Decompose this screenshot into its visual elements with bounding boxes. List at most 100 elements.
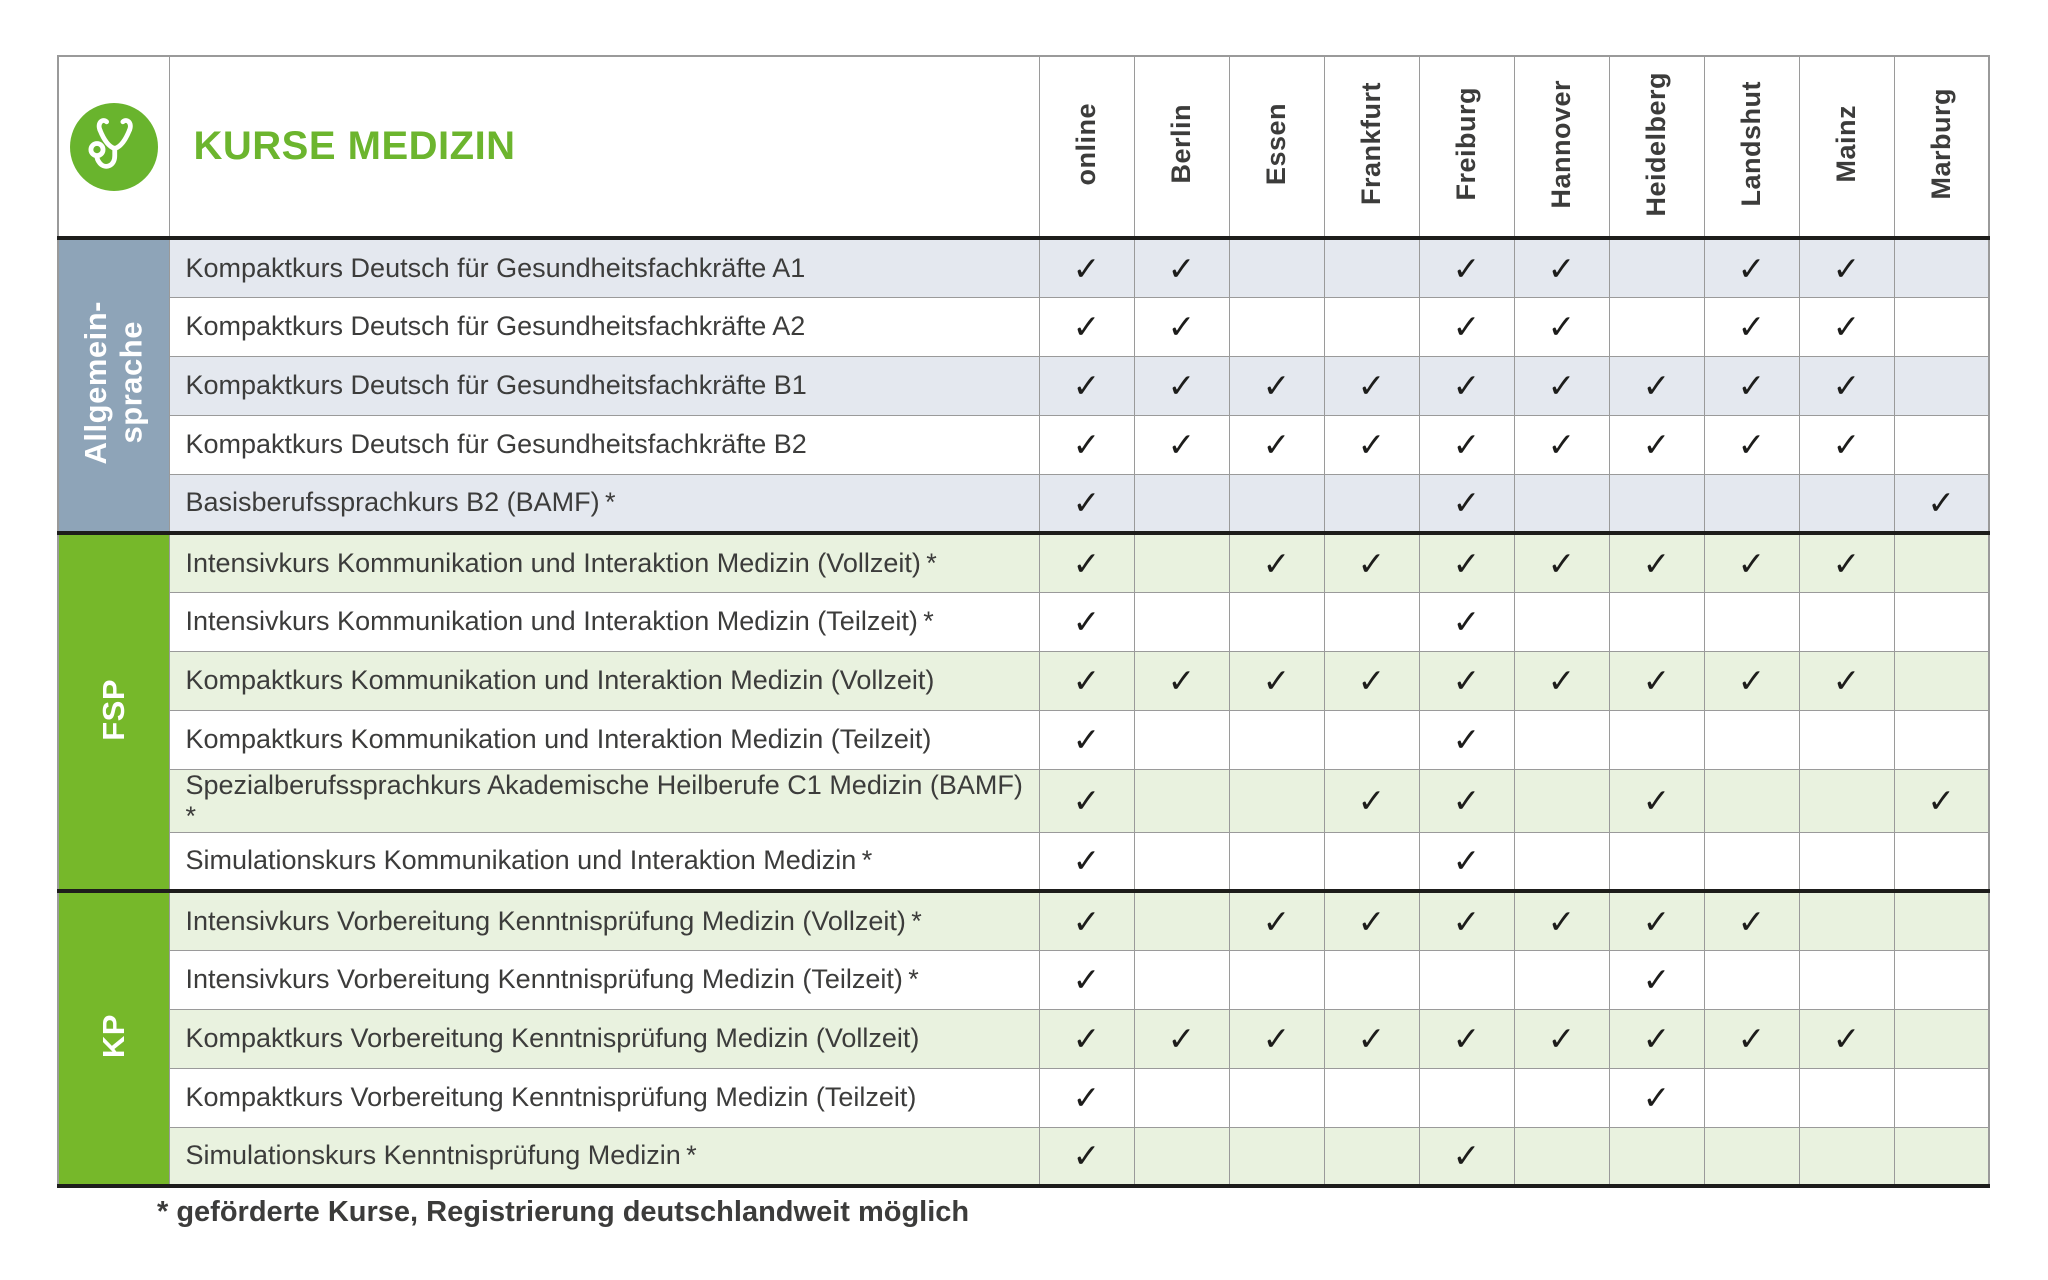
check-cell-checked-mainz: ✓ [1798,650,1895,711]
check-cell-empty-mainz [1798,949,1895,1010]
check-cell-empty-hannover [1513,768,1610,833]
checkmark-icon: ✓ [1452,902,1481,940]
check-cell-checked-landshut: ✓ [1703,889,1800,951]
table-row: Simulationskurs Kommunikation und Intera… [58,831,1990,892]
check-cell-checked-frankfurt: ✓ [1323,889,1420,951]
check-cell-empty-mainz [1798,1067,1895,1128]
check-cell-checked-mainz: ✓ [1798,296,1895,357]
check-cell-empty-hannover [1513,709,1610,770]
checkmark-icon: ✓ [1167,662,1196,699]
check-cell-empty-berlin [1133,1067,1230,1128]
column-header-label: Mainz [1831,105,1861,183]
group-label-text: KP [95,1013,131,1059]
course-name: Kompaktkurs Deutsch für Gesundheitsfachk… [168,355,1040,416]
checkmark-icon: ✓ [1737,249,1766,287]
check-cell-checked-landshut: ✓ [1703,296,1800,357]
check-cell-empty-marburg [1893,1067,1990,1128]
table-row: Kompaktkurs Vorbereitung Kenntnisprüfung… [58,1008,1990,1069]
checkmark-icon: ✓ [1642,782,1671,819]
title-cell: KURSE MEDIZIN [168,55,1040,239]
check-cell-empty-hannover [1513,1067,1610,1128]
check-cell-checked-hannover: ✓ [1513,889,1610,951]
check-cell-checked-landshut: ✓ [1703,355,1800,416]
course-name: Simulationskurs Kommunikation und Intera… [168,831,1040,892]
checkmark-icon: ✓ [1832,1020,1861,1057]
check-cell-empty-berlin [1133,709,1230,770]
checkmark-icon: ✓ [1167,249,1196,287]
check-cell-empty-marburg [1893,591,1990,652]
check-cell-empty-marburg [1893,650,1990,711]
check-cell-empty-freiburg [1418,949,1515,1010]
column-header-label: Heidelberg [1641,71,1671,217]
checkmark-icon: ✓ [1452,249,1481,287]
checkmark-icon: ✓ [1737,367,1766,404]
check-cell-checked-landshut: ✓ [1703,236,1800,298]
check-cell-empty-berlin [1133,1126,1230,1188]
column-header-freiburg: Freiburg [1418,55,1515,239]
check-cell-checked-heidelberg: ✓ [1608,1008,1705,1069]
check-cell-checked-freiburg: ✓ [1418,591,1515,652]
checkmark-icon: ✓ [1927,782,1956,819]
checkmark-icon: ✓ [1832,249,1861,287]
check-cell-empty-marburg [1893,709,1990,770]
check-cell-empty-heidelberg [1608,473,1705,534]
check-cell-checked-heidelberg: ✓ [1608,949,1705,1010]
check-cell-checked-heidelberg: ✓ [1608,650,1705,711]
check-cell-checked-berlin: ✓ [1133,296,1230,357]
check-cell-checked-online: ✓ [1038,949,1135,1010]
check-cell-checked-berlin: ✓ [1133,1008,1230,1069]
checkmark-icon: ✓ [1072,1137,1101,1175]
column-header-marburg: Marburg [1893,55,1990,239]
table-row: Intensivkurs Kommunikation und Interakti… [58,591,1990,652]
column-header-label: Essen [1261,102,1291,186]
check-cell-empty-berlin [1133,889,1230,951]
check-cell-checked-hannover: ✓ [1513,650,1610,711]
check-cell-checked-heidelberg: ✓ [1608,531,1705,593]
check-cell-checked-frankfurt: ✓ [1323,650,1420,711]
group-label-allgemeinsprache: Allgemein- sprache [57,236,170,534]
checkmark-icon: ✓ [1072,721,1101,758]
check-cell-empty-mainz [1798,473,1895,534]
check-cell-checked-mainz: ✓ [1798,414,1895,475]
check-cell-checked-online: ✓ [1038,1008,1135,1069]
check-cell-checked-online: ✓ [1038,473,1135,534]
checkmark-icon: ✓ [1357,782,1386,819]
checkmark-icon: ✓ [1642,1079,1671,1116]
check-cell-empty-essen [1228,473,1325,534]
checkmark-icon: ✓ [1642,961,1671,998]
header-row: KURSE MEDIZIN online Berlin Essen Frankfurt… [57,55,1990,239]
check-cell-checked-freiburg: ✓ [1418,296,1515,357]
column-header-heidelberg: Heidelberg [1608,55,1705,239]
checkmark-icon: ✓ [1642,662,1671,699]
checkmark-icon: ✓ [1832,426,1861,463]
checkmark-icon: ✓ [1452,603,1481,640]
course-name: Intensivkurs Kommunikation und Interakti… [168,591,1040,652]
check-cell-empty-landshut [1703,473,1800,534]
check-cell-checked-freiburg: ✓ [1418,355,1515,416]
course-name: Kompaktkurs Deutsch für Gesundheitsfachk… [168,414,1040,475]
column-header-label: Marburg [1925,88,1956,200]
checkmark-icon: ✓ [1547,308,1576,345]
check-cell-empty-landshut [1703,591,1800,652]
check-cell-empty-mainz [1798,831,1895,892]
check-cell-empty-marburg [1893,296,1990,357]
column-header-label: Hannover [1546,79,1576,209]
column-header-label: Frankfurt [1356,82,1386,206]
column-header-essen: Essen [1228,55,1325,239]
table-row: Allgemein- sprache Kompaktkurs Deutsch fü… [57,236,1990,534]
check-cell-empty-essen [1228,831,1325,892]
check-cell-checked-hannover: ✓ [1513,531,1610,593]
course-name: Spezialberufssprachkurs Akademische Heil… [168,768,1040,833]
course-name: Kompaktkurs Vorbereitung Kenntnisprüfung… [168,1067,1040,1128]
check-cell-checked-online: ✓ [1038,355,1135,416]
group-section-allgemeinsprache: Allgemein- sprache Kompaktkurs Deutsch fü… [57,236,1990,534]
check-cell-empty-essen [1228,591,1325,652]
check-cell-checked-hannover: ✓ [1513,414,1610,475]
checkmark-icon: ✓ [1547,367,1576,404]
check-cell-empty-marburg [1893,831,1990,892]
checkmark-icon: ✓ [1642,544,1671,582]
column-header-online: online [1038,55,1135,239]
checkmark-icon: ✓ [1547,902,1576,940]
check-cell-checked-landshut: ✓ [1703,531,1800,593]
check-cell-checked-online: ✓ [1038,414,1135,475]
